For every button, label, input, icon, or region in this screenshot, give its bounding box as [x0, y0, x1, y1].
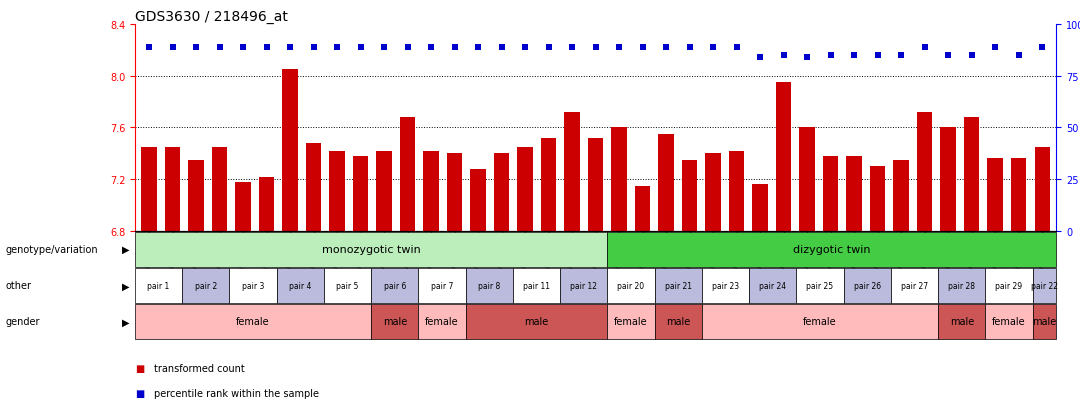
Text: male: male — [382, 316, 407, 327]
Bar — [659, 135, 674, 231]
Text: ▶: ▶ — [122, 316, 130, 327]
Text: ▶: ▶ — [122, 280, 130, 291]
Bar — [987, 159, 1002, 231]
Text: GDS3630 / 218496_at: GDS3630 / 218496_at — [135, 10, 288, 24]
Text: pair 29: pair 29 — [996, 281, 1023, 290]
Text: pair 24: pair 24 — [759, 281, 786, 290]
Bar — [353, 157, 368, 231]
Bar — [400, 118, 415, 231]
Bar — [306, 143, 321, 231]
Text: percentile rank within the sample: percentile rank within the sample — [154, 388, 320, 398]
Text: female: female — [426, 316, 459, 327]
Bar — [917, 113, 932, 231]
Text: pair 22: pair 22 — [1031, 281, 1058, 290]
Text: monozygotic twin: monozygotic twin — [322, 244, 420, 255]
Text: ■: ■ — [135, 363, 145, 373]
Bar — [212, 147, 227, 231]
Bar — [799, 128, 814, 231]
Text: pair 20: pair 20 — [618, 281, 645, 290]
Bar — [494, 154, 510, 231]
Bar — [847, 157, 862, 231]
Bar — [777, 83, 792, 231]
Bar — [447, 154, 462, 231]
Text: pair 25: pair 25 — [807, 281, 834, 290]
Bar — [259, 177, 274, 231]
Bar — [283, 70, 298, 231]
Bar — [964, 118, 980, 231]
Text: pair 28: pair 28 — [948, 281, 975, 290]
Bar — [423, 151, 438, 231]
Bar — [565, 113, 580, 231]
Text: male: male — [666, 316, 690, 327]
Text: ■: ■ — [135, 388, 145, 398]
Bar — [471, 169, 486, 231]
Text: female: female — [237, 316, 270, 327]
Text: other: other — [5, 280, 31, 291]
Bar — [329, 151, 345, 231]
Text: genotype/variation: genotype/variation — [5, 244, 98, 255]
Bar — [189, 160, 204, 231]
Bar — [753, 185, 768, 231]
Text: pair 12: pair 12 — [570, 281, 597, 290]
Bar — [377, 151, 392, 231]
Bar — [941, 128, 956, 231]
Text: pair 27: pair 27 — [901, 281, 928, 290]
Bar — [517, 147, 532, 231]
Bar — [611, 128, 626, 231]
Text: female: female — [615, 316, 648, 327]
Text: pair 23: pair 23 — [712, 281, 739, 290]
Text: pair 11: pair 11 — [523, 281, 550, 290]
Text: pair 8: pair 8 — [478, 281, 500, 290]
Text: dizygotic twin: dizygotic twin — [793, 244, 870, 255]
Text: pair 4: pair 4 — [289, 281, 311, 290]
Text: gender: gender — [5, 316, 40, 327]
Bar — [893, 160, 908, 231]
Text: pair 7: pair 7 — [431, 281, 454, 290]
Text: male: male — [1032, 316, 1056, 327]
Text: pair 6: pair 6 — [383, 281, 406, 290]
Bar — [541, 138, 556, 231]
Bar — [635, 186, 650, 231]
Text: male: male — [525, 316, 549, 327]
Text: pair 26: pair 26 — [853, 281, 881, 290]
Text: ▶: ▶ — [122, 244, 130, 255]
Bar — [165, 147, 180, 231]
Text: pair 3: pair 3 — [242, 281, 265, 290]
Bar — [729, 151, 744, 231]
Text: female: female — [804, 316, 837, 327]
Bar — [1035, 147, 1050, 231]
Text: female: female — [993, 316, 1026, 327]
Bar — [823, 157, 838, 231]
Text: pair 21: pair 21 — [665, 281, 692, 290]
Text: transformed count: transformed count — [154, 363, 245, 373]
Text: pair 2: pair 2 — [194, 281, 217, 290]
Bar — [705, 154, 720, 231]
Bar — [588, 138, 604, 231]
Bar — [1011, 159, 1026, 231]
Text: pair 1: pair 1 — [148, 281, 170, 290]
Bar — [141, 147, 157, 231]
Bar — [870, 167, 886, 231]
Bar — [235, 182, 251, 231]
Text: pair 5: pair 5 — [336, 281, 359, 290]
Bar — [681, 160, 698, 231]
Text: male: male — [949, 316, 974, 327]
